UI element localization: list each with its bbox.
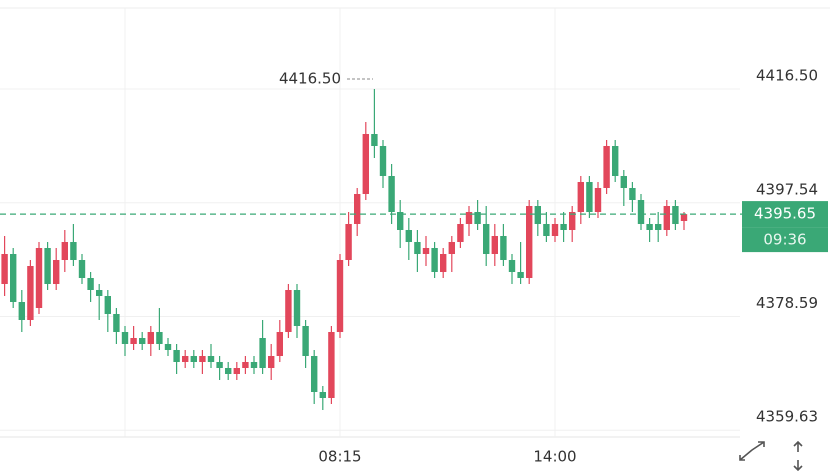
candle-body — [465, 212, 473, 224]
y-tick-label: 4397.54 — [756, 180, 818, 198]
candle-body — [612, 146, 619, 176]
candle-body — [680, 214, 688, 221]
candle-body — [534, 206, 541, 224]
candle-body — [173, 350, 180, 362]
candle-body — [663, 206, 670, 230]
current-price-label: 4395.65 — [754, 205, 816, 223]
candle-body — [594, 188, 602, 212]
candle-body — [646, 224, 653, 230]
candle-body — [27, 266, 34, 320]
candle-body — [233, 368, 240, 374]
candle-body — [113, 314, 120, 332]
candle-body — [422, 248, 430, 254]
candle-body — [156, 332, 163, 344]
candle-body — [362, 134, 369, 194]
candle-body — [87, 278, 94, 290]
candle-body — [328, 332, 335, 398]
current-time-box — [742, 227, 828, 253]
candle-body — [18, 302, 25, 320]
candle-body — [139, 338, 146, 344]
candle-body — [440, 254, 447, 272]
candle-body — [577, 182, 584, 212]
y-tick-label: 4359.63 — [756, 408, 818, 426]
high-marker-label: 4416.50 — [279, 70, 341, 88]
candle-body — [655, 224, 662, 230]
y-tick-label: 4416.50 — [756, 67, 818, 85]
candle-body — [586, 182, 593, 212]
candle-body — [78, 260, 86, 278]
candle-body — [164, 344, 172, 350]
candle-body — [405, 230, 412, 242]
x-tick-label: 08:15 — [318, 448, 361, 466]
candle-body — [603, 146, 610, 188]
candle-body — [526, 206, 533, 278]
candle-body — [302, 326, 309, 356]
candle-body — [414, 242, 421, 254]
candle-body — [508, 260, 516, 272]
candle-body — [620, 176, 627, 188]
candle-body — [44, 248, 51, 284]
candle-body — [637, 200, 645, 224]
candle-body — [242, 362, 249, 368]
candle-body — [285, 290, 292, 332]
candle-body — [311, 356, 318, 392]
candle-body — [354, 194, 361, 224]
candle-body — [130, 338, 137, 344]
candle-body — [457, 224, 464, 242]
candle-body — [483, 224, 490, 254]
candle-body — [199, 356, 206, 362]
candle-body — [250, 362, 258, 368]
candle-body — [1, 254, 8, 284]
candle-body — [121, 332, 129, 344]
candle-body — [10, 254, 17, 302]
candle-body — [319, 392, 326, 398]
candle-body — [448, 242, 455, 254]
candle-body — [629, 188, 636, 200]
candle-body — [190, 356, 197, 362]
candle-body — [216, 362, 223, 368]
candle-body — [569, 212, 576, 230]
current-time-label: 09:36 — [763, 231, 806, 249]
candle-body — [551, 224, 559, 236]
scale-icon[interactable] — [793, 440, 803, 472]
candle-body — [225, 368, 232, 374]
candle-body — [96, 290, 103, 296]
candle-body — [104, 296, 111, 314]
candle-body — [182, 356, 189, 362]
candle-body — [474, 212, 481, 224]
current-price-box — [742, 201, 828, 228]
candle-body — [371, 134, 378, 146]
candle-body — [35, 248, 43, 308]
candle-body — [491, 236, 498, 254]
candle-body — [500, 236, 507, 260]
fullscreen-icon[interactable] — [739, 441, 765, 461]
x-tick-label: 14:00 — [533, 448, 576, 466]
candle-body — [379, 146, 387, 176]
candle-body — [388, 176, 395, 212]
candle-body — [345, 224, 352, 260]
candle-body — [560, 224, 567, 230]
candle-body — [207, 356, 215, 362]
candle-body — [276, 332, 283, 356]
candle-body — [336, 260, 344, 332]
candle-body — [397, 212, 404, 230]
candle-body — [53, 260, 60, 284]
candle-body — [70, 242, 77, 260]
candle-body — [431, 248, 438, 272]
candle-body — [147, 332, 154, 344]
candle-body — [61, 242, 68, 260]
candle-body — [543, 224, 550, 236]
candle-body — [268, 356, 275, 368]
candle-body — [259, 338, 266, 368]
candle-body — [672, 206, 679, 224]
candle-body — [293, 290, 301, 326]
candle-body — [517, 272, 524, 278]
y-tick-label: 4378.59 — [756, 294, 818, 312]
